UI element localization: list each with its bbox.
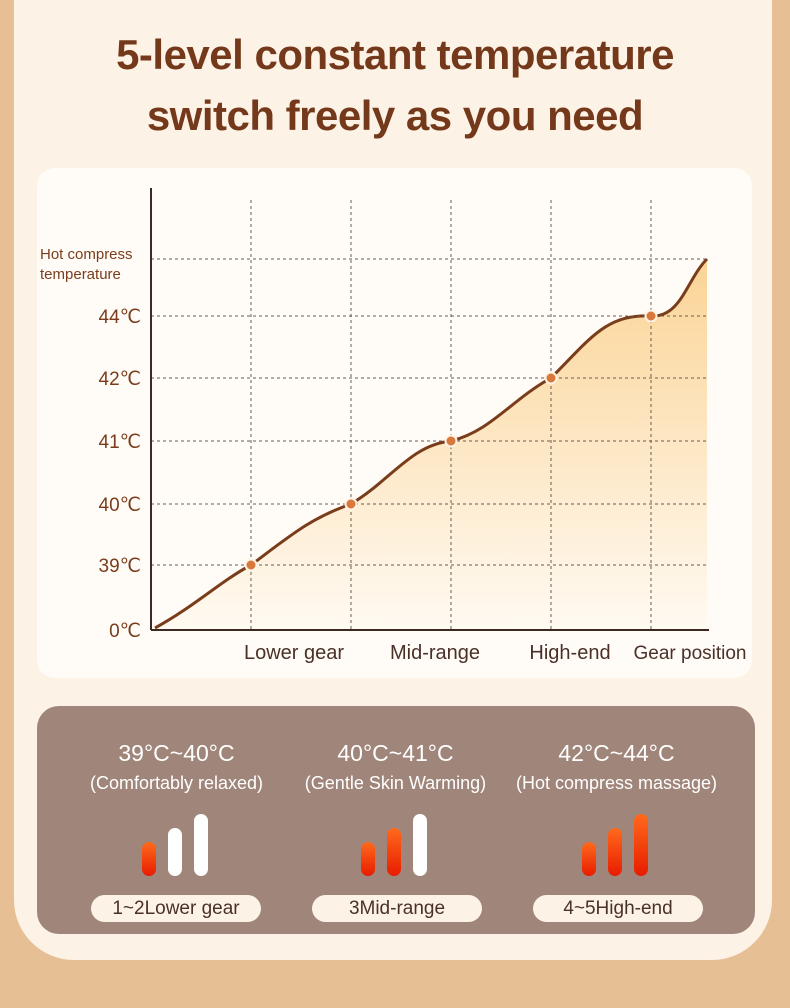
y-axis-label: Hot compress — [40, 246, 133, 263]
y-tick-label: 41℃ — [99, 432, 141, 453]
data-point — [544, 371, 558, 385]
level-bars — [276, 806, 515, 876]
headline-line-2: switch freely as you need — [146, 92, 644, 139]
x-category-label: Lower gear — [244, 642, 344, 664]
x-category-label: Mid-range — [390, 642, 480, 664]
y-tick-label: 44℃ — [99, 307, 141, 328]
level-card-low: 39°C~40°C (Comfortably relaxed) 1~2Lower… — [57, 706, 296, 934]
level-range: 42°C~44°C — [558, 740, 675, 766]
level-description: (Gentle Skin Warming) — [304, 773, 487, 793]
level-bar-2 — [608, 828, 622, 876]
level-bar-2 — [168, 828, 182, 876]
level-bar-3 — [194, 814, 208, 876]
data-point — [644, 309, 658, 323]
level-bar-3 — [413, 814, 427, 876]
data-point — [244, 558, 258, 572]
y-tick-label: 40℃ — [99, 495, 141, 516]
y-tick-label: 0℃ — [109, 621, 141, 642]
level-bar-1 — [361, 842, 375, 876]
chart-area-fill — [155, 259, 707, 630]
level-pill: 3Mid-range — [312, 895, 482, 922]
level-bar-1 — [142, 842, 156, 876]
temperature-chart: 0℃ 39℃ 40℃ 41℃ 42℃ 44℃ Hot compress temperature… — [40, 188, 747, 664]
level-bar-2 — [387, 828, 401, 876]
data-point — [444, 434, 458, 448]
level-bars — [497, 806, 736, 876]
y-tick-label: 42℃ — [99, 369, 141, 390]
level-bars — [57, 806, 296, 876]
headline-line-1: 5-level constant temperature — [116, 31, 674, 78]
level-description: (Hot compress massage) — [515, 773, 718, 793]
level-pill: 1~2Lower gear — [91, 895, 261, 922]
chart-panel: 0℃ 39℃ 40℃ 41℃ 42℃ 44℃ Hot compress temperature… — [37, 168, 752, 678]
y-tick-label: 39℃ — [99, 556, 141, 577]
level-range: 39°C~40°C — [118, 740, 235, 766]
level-card-high: 42°C~44°C (Hot compress massage) 4~5High… — [497, 706, 736, 934]
level-bar-3 — [634, 814, 648, 876]
data-point — [344, 497, 358, 511]
levels-panel: 39°C~40°C (Comfortably relaxed) 1~2Lower… — [37, 706, 755, 934]
level-pill: 4~5High-end — [533, 895, 703, 922]
y-axis-label: temperature — [40, 266, 121, 283]
x-axis-label: Gear position — [633, 643, 746, 664]
level-description: (Comfortably relaxed) — [89, 773, 264, 793]
level-range: 40°C~41°C — [337, 740, 454, 766]
level-bar-1 — [582, 842, 596, 876]
level-card-mid: 40°C~41°C (Gentle Skin Warming) 3Mid-ran… — [276, 706, 515, 934]
x-category-label: High-end — [529, 642, 610, 664]
